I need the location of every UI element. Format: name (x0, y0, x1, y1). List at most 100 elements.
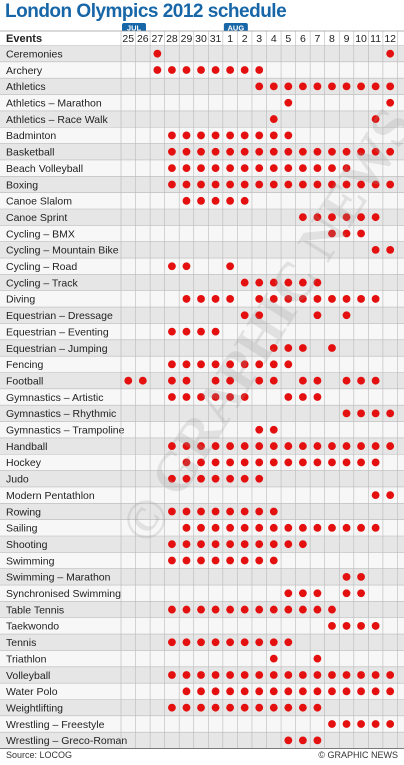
event-day-dot (182, 327, 191, 336)
event-label: Wrestling – Freestyle (6, 719, 105, 731)
event-day-dot (182, 556, 191, 565)
event-day-dot (357, 622, 365, 630)
event-day-dot (386, 245, 395, 254)
event-day-dot (255, 311, 264, 320)
event-day-dot (371, 115, 380, 123)
event-day-dot (313, 687, 322, 696)
event-row (0, 372, 404, 389)
day-label: 30 (195, 33, 207, 45)
event-row (0, 585, 404, 602)
event-day-dot (313, 654, 322, 663)
event-day-dot (313, 147, 322, 156)
event-label: Table Tennis (6, 604, 64, 616)
event-day-dot (240, 66, 249, 74)
event-day-dot (153, 49, 162, 58)
event-day-dot (342, 311, 351, 320)
event-day-dot (386, 720, 395, 728)
event-day-dot (357, 147, 365, 156)
source-note: Source: LOCOG (6, 750, 73, 760)
event-day-dot (168, 638, 176, 647)
event-day-dot (298, 458, 307, 467)
event-day-dot (269, 638, 278, 647)
event-label: Sailing (6, 523, 38, 535)
event-day-dot (211, 523, 220, 532)
event-day-dot (168, 474, 176, 483)
event-day-dot (284, 540, 293, 549)
event-day-dot (182, 376, 191, 385)
event-day-dot (211, 327, 220, 336)
event-day-dot (328, 147, 336, 156)
event-label: Synchronised Swimming (6, 588, 121, 600)
event-day-dot (197, 66, 205, 74)
event-day-dot (298, 393, 307, 401)
event-day-dot (255, 442, 264, 450)
day-label: 26 (137, 33, 149, 45)
event-day-dot (269, 115, 278, 123)
event-day-dot (211, 638, 220, 647)
event-row (0, 45, 404, 62)
event-day-dot (226, 671, 235, 679)
event-day-dot (386, 442, 395, 450)
event-day-dot (342, 572, 351, 581)
event-day-dot (255, 147, 264, 156)
event-day-dot (211, 196, 220, 205)
event-label: Gymnastics – Rhythmic (6, 408, 116, 420)
event-day-dot (371, 180, 380, 189)
event-day-dot (269, 442, 278, 450)
event-day-dot (371, 720, 380, 728)
event-day-dot (269, 360, 278, 369)
event-day-dot (255, 180, 264, 189)
event-day-dot (284, 393, 293, 401)
event-day-dot (284, 703, 293, 712)
event-day-dot (298, 164, 307, 173)
event-day-dot (197, 458, 205, 467)
event-day-dot (269, 654, 278, 663)
event-day-dot (386, 671, 395, 679)
event-day-dot (240, 311, 249, 320)
event-day-dot (226, 605, 235, 614)
event-day-dot (284, 458, 293, 467)
event-day-dot (386, 491, 395, 500)
event-day-dot (255, 425, 264, 434)
event-day-dot (371, 671, 380, 679)
event-day-dot (182, 131, 191, 140)
day-label: 9 (344, 33, 350, 45)
event-day-dot (313, 376, 322, 385)
event-day-dot (342, 442, 351, 450)
event-day-dot (386, 687, 395, 696)
event-day-dot (313, 442, 322, 450)
event-day-dot (226, 164, 235, 173)
event-day-dot (357, 180, 365, 189)
event-label: Water Polo (6, 686, 58, 698)
event-day-dot (255, 66, 264, 74)
event-day-dot (269, 82, 278, 91)
event-label: Football (6, 375, 43, 387)
event-day-dot (342, 229, 351, 238)
event-label: Hockey (6, 457, 42, 469)
event-day-dot (313, 180, 322, 189)
event-day-dot (342, 589, 351, 598)
event-day-dot (240, 523, 249, 532)
day-label: 5 (285, 33, 291, 45)
event-day-dot (342, 164, 351, 173)
event-day-dot (197, 360, 205, 369)
event-day-dot (197, 327, 205, 336)
event-day-dot (255, 295, 264, 303)
event-day-dot (197, 180, 205, 189)
event-day-dot (211, 474, 220, 483)
event-label: Basketball (6, 147, 54, 159)
event-day-dot (342, 213, 351, 222)
event-day-dot (197, 393, 205, 401)
event-day-dot (182, 180, 191, 189)
event-label: Shooting (6, 539, 48, 551)
event-day-dot (197, 442, 205, 450)
event-day-dot (182, 393, 191, 401)
event-day-dot (182, 671, 191, 679)
event-day-dot (328, 295, 336, 303)
event-day-dot (342, 622, 351, 630)
event-day-dot (298, 589, 307, 598)
header-row (0, 31, 404, 46)
event-day-dot (342, 376, 351, 385)
event-day-dot (138, 376, 147, 385)
event-day-dot (386, 409, 395, 418)
